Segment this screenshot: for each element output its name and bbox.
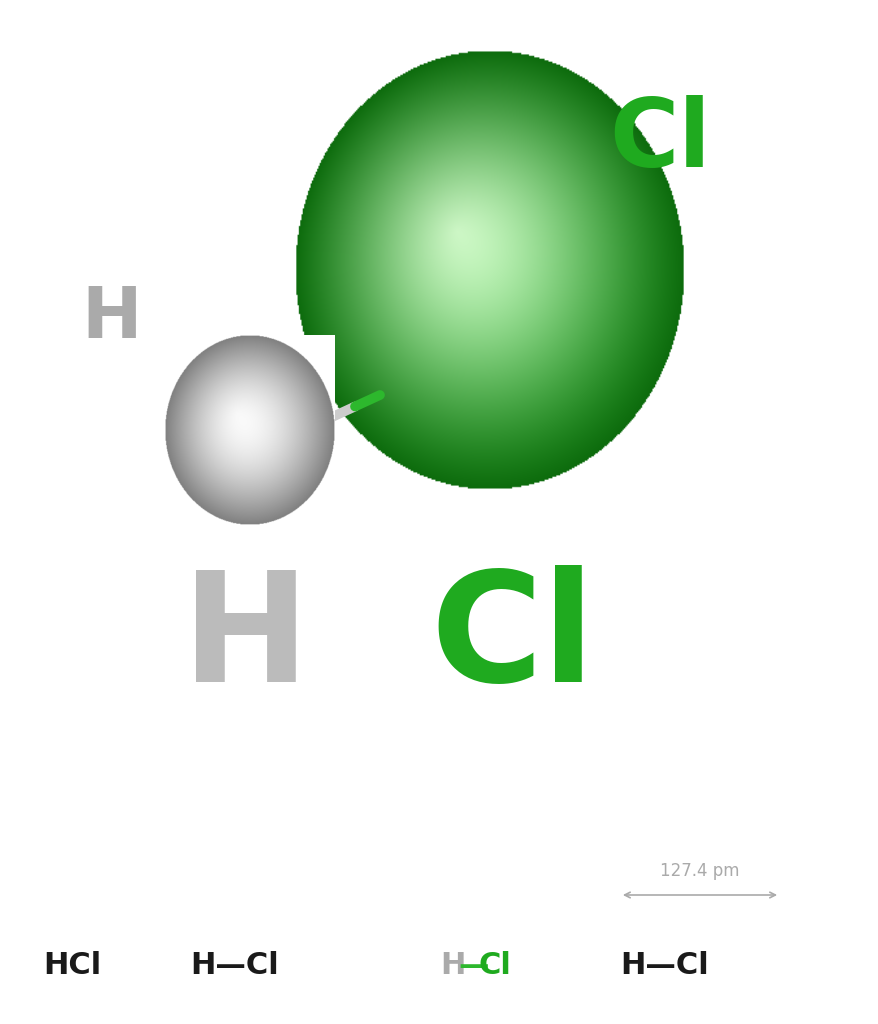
Text: —: —: [457, 950, 488, 980]
Text: HCl: HCl: [43, 950, 101, 980]
Text: Cl: Cl: [429, 565, 594, 715]
Text: H: H: [182, 565, 310, 715]
Text: 127.4 pm: 127.4 pm: [659, 862, 739, 880]
Text: H—Cl: H—Cl: [191, 950, 279, 980]
Text: H: H: [82, 284, 142, 352]
Text: H—Cl: H—Cl: [620, 950, 709, 980]
Text: Cl: Cl: [478, 950, 510, 980]
Text: Cl: Cl: [608, 95, 710, 187]
Text: H: H: [440, 950, 464, 980]
